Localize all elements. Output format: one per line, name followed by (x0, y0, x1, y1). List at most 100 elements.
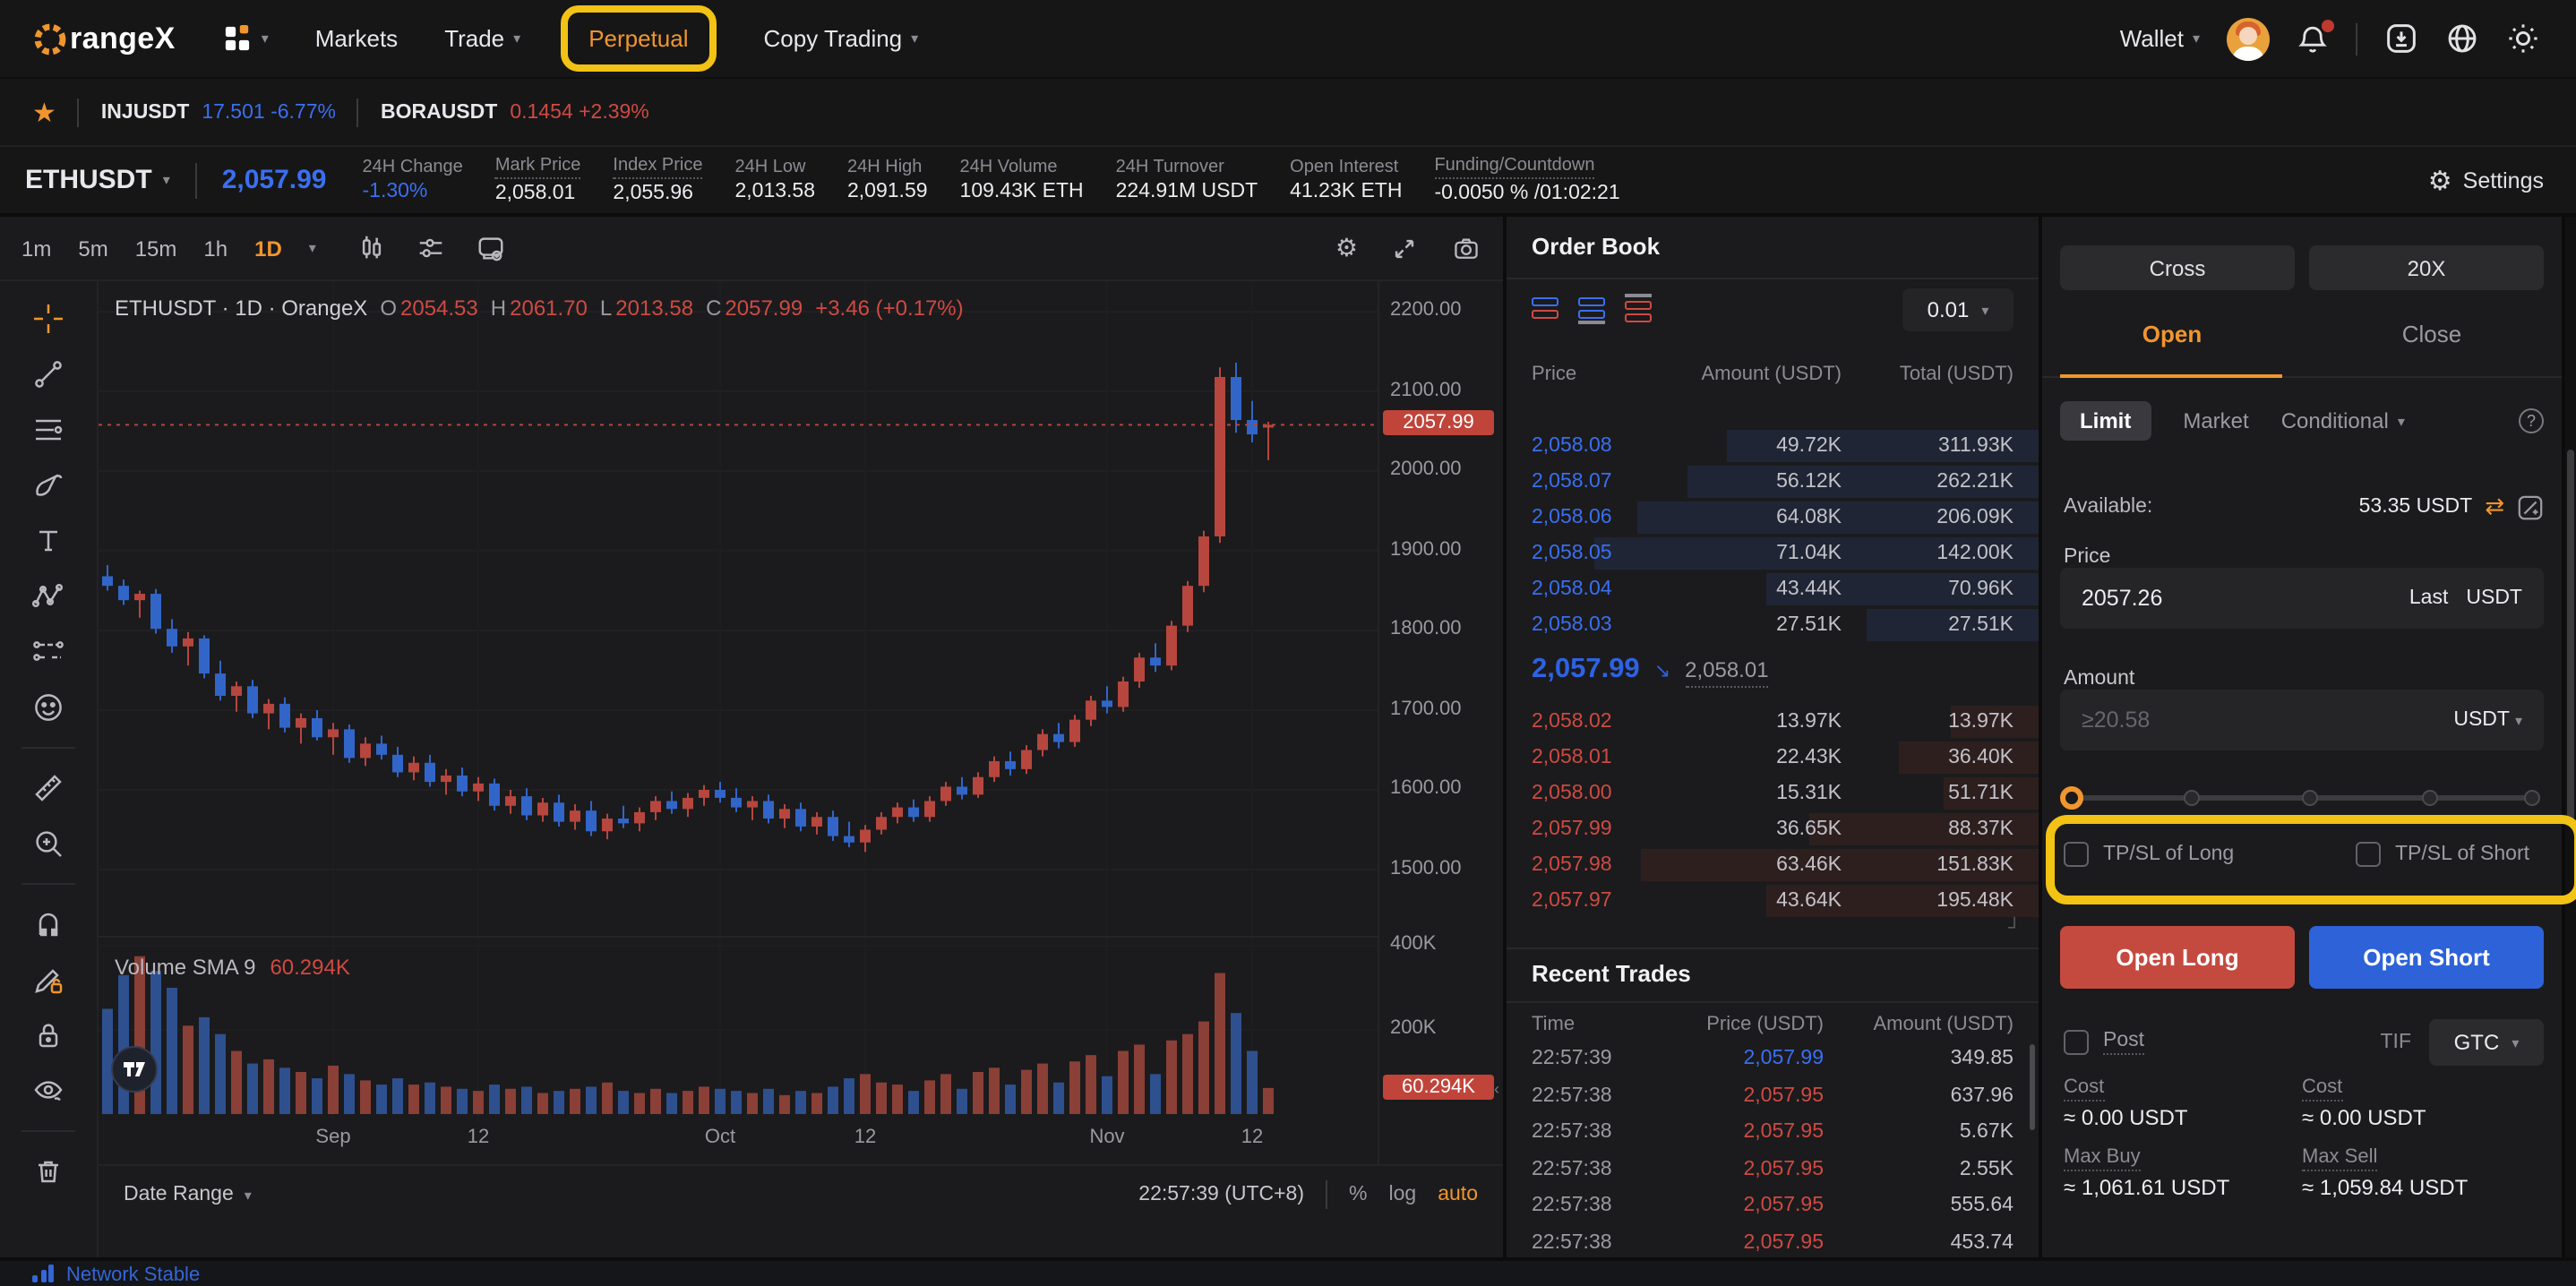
trades-scrollbar[interactable] (2030, 1044, 2035, 1130)
tab-close[interactable]: Close (2401, 321, 2462, 347)
slider-handle[interactable] (2060, 786, 2083, 810)
orderbook-bid-row[interactable]: 2,058.01 22.43K 36.40K (1507, 740, 2039, 776)
order-type-limit[interactable]: Limit (2060, 401, 2151, 441)
tf-15m[interactable]: 15m (134, 236, 177, 261)
orderbook-ask-row[interactable]: 2,058.04 43.44K 70.96K (1507, 571, 2039, 607)
log-scale-button[interactable]: log (1388, 1184, 1417, 1205)
convert-calculator-icon[interactable] (2517, 493, 2544, 520)
nav-item-copy-trading[interactable]: Copy Trading ▾ (763, 25, 919, 52)
recent-trade-row[interactable]: 22:57:38 2,057.95 555.64 (1532, 1195, 2014, 1217)
amount-unit-select[interactable]: USDT ▾ (2453, 709, 2522, 731)
user-avatar[interactable] (2227, 17, 2270, 60)
recent-trade-row[interactable]: 22:57:38 2,057.95 453.74 (1532, 1231, 2014, 1254)
tool-lock-all-icon[interactable] (32, 1019, 64, 1051)
nav-item-perpetual[interactable]: Perpetual (588, 25, 689, 52)
tool-hide-all-icon[interactable] (32, 1075, 64, 1107)
tf-1d[interactable]: 1D (254, 236, 282, 261)
nav-item-markets[interactable]: Markets (314, 25, 399, 52)
indicators-icon[interactable] (416, 233, 447, 263)
orderbook-ask-row[interactable]: 2,058.06 64.08K 206.09K (1507, 500, 2039, 536)
amount-input[interactable] (2082, 707, 2436, 733)
date-range-button[interactable]: Date Range ▾ (124, 1184, 252, 1205)
apps-menu[interactable]: ▾ (224, 25, 269, 52)
orderbook-ask-row[interactable]: 2,058.03 27.51K 27.51K (1507, 607, 2039, 643)
auto-scale-button[interactable]: auto (1438, 1184, 1478, 1205)
chart-style-candles-icon[interactable] (357, 233, 388, 263)
order-book-mid-price[interactable]: 2,057.99 ↘ 2,058.01 (1532, 654, 1769, 688)
open-short-button[interactable]: Open Short (2309, 926, 2544, 989)
price-input[interactable] (2082, 586, 2391, 611)
tool-draw-lock-icon[interactable] (32, 964, 64, 996)
page-scrollbar[interactable] (2565, 217, 2576, 1257)
tool-emoji-icon[interactable] (32, 691, 64, 724)
order-type-conditional[interactable]: Conditional ▾ (2280, 408, 2405, 433)
settings-button[interactable]: ⚙ Settings (2427, 166, 2544, 196)
orderbook-ask-row[interactable]: 2,058.08 49.72K 311.93K (1507, 428, 2039, 464)
tab-open[interactable]: Open (2142, 321, 2202, 347)
symbol-selector[interactable]: ETHUSDT ▾ (25, 165, 170, 195)
orderbook-ask-row[interactable]: 2,058.07 56.12K 262.21K (1507, 464, 2039, 500)
wallet-menu[interactable]: Wallet ▾ (2119, 25, 2200, 52)
percent-scale-button[interactable]: % (1349, 1184, 1368, 1205)
order-type-market[interactable]: Market (2183, 408, 2249, 433)
transfer-icon[interactable]: ⇄ (2485, 493, 2504, 519)
recent-trade-row[interactable]: 22:57:38 2,057.95 2.55K (1532, 1158, 2014, 1180)
tool-trend-line-icon[interactable] (32, 358, 64, 390)
tf-1m[interactable]: 1m (21, 236, 52, 261)
multi-chart-layout-icon[interactable] (476, 233, 508, 263)
precision-select[interactable]: 0.01 ▾ (1902, 288, 2014, 331)
ticker-pair-borausdt[interactable]: BORAUSDT 0.1454 +2.39% (380, 101, 649, 123)
book-view-both-icon[interactable] (1532, 296, 1562, 322)
leverage-button[interactable]: 20X (2309, 245, 2544, 290)
tool-magnet-icon[interactable] (32, 908, 64, 940)
tool-crosshair-icon[interactable] (32, 303, 64, 335)
orderbook-bid-row[interactable]: 2,058.02 13.97K 13.97K (1507, 704, 2039, 740)
orderbook-bid-row[interactable]: 2,057.98 63.46K 151.83K (1507, 847, 2039, 883)
recent-trade-row[interactable]: 22:57:38 2,057.95 5.67K (1532, 1121, 2014, 1144)
amount-slider[interactable] (2060, 786, 2540, 810)
book-view-bids-icon[interactable] (1578, 296, 1609, 323)
collapse-toolbar-chevron[interactable]: ‹ (1494, 1080, 1499, 1098)
clock-utc[interactable]: 22:57:39 (UTC+8) (1138, 1184, 1305, 1205)
last-price-button[interactable]: Last (2409, 587, 2449, 609)
tpsl-short-checkbox[interactable] (2356, 842, 2381, 867)
tf-1h[interactable]: 1h (203, 236, 228, 261)
chart-settings-gear-icon[interactable]: ⚙ (1335, 233, 1358, 261)
recent-trade-row[interactable]: 22:57:39 2,057.99 349.85 (1532, 1048, 2014, 1070)
tool-text-icon[interactable] (32, 525, 64, 557)
recent-trade-row[interactable]: 22:57:38 2,057.95 637.96 (1532, 1085, 2014, 1107)
resize-handle-icon[interactable]: ┘ (2007, 919, 2021, 939)
book-view-asks-icon[interactable] (1625, 294, 1655, 322)
orderbook-bid-row[interactable]: 2,057.97 43.64K 195.48K (1507, 883, 2039, 919)
tool-fib-retracement-icon[interactable] (32, 414, 64, 446)
fullscreen-icon[interactable] (1390, 234, 1419, 262)
tpsl-long-checkbox[interactable] (2064, 842, 2089, 867)
download-app-icon[interactable] (2384, 21, 2418, 56)
tradingview-logo[interactable] (111, 1046, 158, 1093)
snapshot-camera-icon[interactable] (1451, 234, 1481, 262)
orderbook-bid-row[interactable]: 2,057.99 36.65K 88.37K (1507, 811, 2039, 847)
tool-long-short-position-icon[interactable] (32, 636, 64, 668)
ticker-pair-injusdt[interactable]: INJUSDT 17.501 -6.77% (100, 101, 336, 123)
tool-ruler-icon[interactable] (32, 772, 64, 804)
tif-select[interactable]: GTC ▾ (2429, 1019, 2544, 1066)
tool-xabcd-pattern-icon[interactable] (32, 580, 64, 613)
notifications-button[interactable] (2297, 19, 2334, 55)
language-globe-icon[interactable] (2445, 21, 2479, 56)
margin-mode-button[interactable]: Cross (2060, 245, 2295, 290)
tool-zoom-in-icon[interactable] (32, 827, 64, 860)
orderbook-bid-row[interactable]: 2,058.00 15.31K 51.71K (1507, 776, 2039, 811)
favorites-star-icon[interactable]: ★ (32, 98, 56, 128)
tool-brush-icon[interactable] (32, 469, 64, 502)
open-long-button[interactable]: Open Long (2060, 926, 2295, 989)
scrollbar-thumb[interactable] (2567, 450, 2574, 826)
tf-5m[interactable]: 5m (78, 236, 108, 261)
candlestick-chart[interactable] (0, 217, 1503, 1257)
chevron-down-icon[interactable]: ▾ (308, 240, 316, 256)
orangex-logo[interactable]: rangeX (32, 21, 176, 56)
tool-remove-all-icon[interactable] (32, 1155, 64, 1187)
post-only-checkbox[interactable] (2064, 1030, 2089, 1055)
nav-item-trade[interactable]: Trade ▾ (444, 25, 521, 52)
orderbook-ask-row[interactable]: 2,058.05 71.04K 142.00K (1507, 536, 2039, 571)
theme-sun-icon[interactable] (2506, 21, 2540, 56)
